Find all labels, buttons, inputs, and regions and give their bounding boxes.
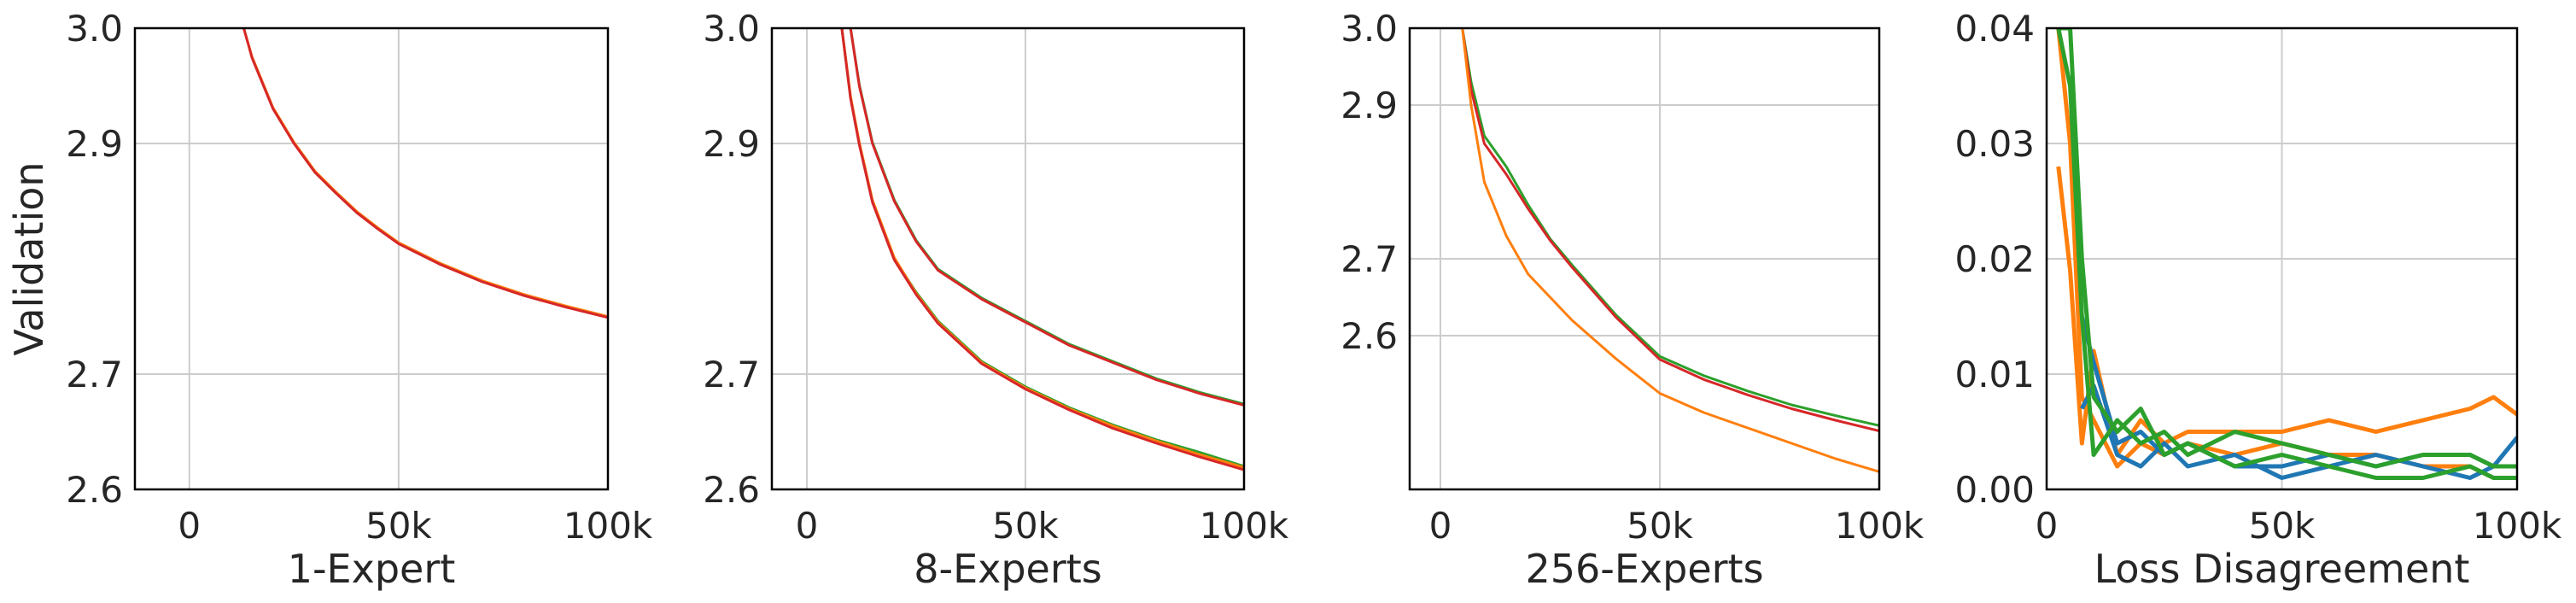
x-tick-label: 50k xyxy=(2249,505,2316,547)
series-line xyxy=(840,28,1244,469)
y-tick-label: 0.04 xyxy=(1954,8,2035,50)
y-tick-label: 2.9 xyxy=(1341,85,1398,126)
x-tick-label: 50k xyxy=(365,505,432,547)
series-line xyxy=(2058,28,2517,480)
series-line xyxy=(242,28,608,318)
x-tick-label: 0 xyxy=(2036,505,2059,547)
plot-frame xyxy=(770,26,1246,491)
series-line xyxy=(849,28,1244,406)
x-axis-label: 8-Experts xyxy=(914,546,1102,592)
series-line xyxy=(2079,315,2517,469)
series-line xyxy=(242,28,608,319)
y-tick-label: 3.0 xyxy=(66,8,123,50)
plot-frame xyxy=(2045,26,2519,491)
series-line xyxy=(1461,28,1879,427)
y-tick-label: 0.02 xyxy=(1954,238,2035,280)
series-line xyxy=(2056,166,2517,457)
x-axis-label: 256-Experts xyxy=(1525,546,1763,592)
panel: 0 50k 100k 2.6 2.7 2.9 3.0 1-Expert Validation xyxy=(6,8,653,592)
panel: 0 50k 100k 2.6 2.7 2.9 3.0 256-Experts xyxy=(1341,8,1925,592)
y-tick-label: 2.9 xyxy=(703,123,760,165)
y-tick-label: 2.6 xyxy=(66,469,123,511)
y-axis-label: Validation xyxy=(6,161,52,355)
y-tick-label: 2.6 xyxy=(703,469,760,511)
panel: 0 50k 100k 2.6 2.7 2.9 3.0 8-Experts xyxy=(703,8,1289,592)
y-tick-label: 3.0 xyxy=(1341,8,1398,50)
x-tick-label: 100k xyxy=(1200,505,1289,547)
x-tick-label: 0 xyxy=(796,505,819,547)
x-tick-label: 0 xyxy=(1429,505,1452,547)
panel: 0 50k 100k 0.00 0.01 0.02 0.03 0.04 Loss Disagre… xyxy=(1954,8,2561,592)
y-tick-label: 0.01 xyxy=(1954,354,2035,395)
y-tick-label: 3.0 xyxy=(703,8,760,50)
plot-frame xyxy=(1408,26,1881,491)
series-line xyxy=(2080,383,2517,480)
plot-frame xyxy=(133,26,610,491)
series-line xyxy=(840,28,1244,468)
y-tick-label: 2.7 xyxy=(66,354,123,395)
x-tick-label: 100k xyxy=(564,505,653,547)
x-tick-label: 100k xyxy=(1835,505,1925,547)
series-line xyxy=(840,28,1244,471)
x-tick-label: 50k xyxy=(992,505,1059,547)
x-axis-label: 1-Expert xyxy=(288,546,456,592)
x-tick-label: 50k xyxy=(1627,505,1693,547)
y-tick-label: 0.00 xyxy=(1954,469,2035,511)
series-line xyxy=(2056,28,2517,469)
x-tick-label: 100k xyxy=(2473,505,2562,547)
y-tick-label: 2.7 xyxy=(703,354,760,395)
x-axis-label: Loss Disagreement xyxy=(2094,546,2470,592)
series-line xyxy=(1461,28,1879,433)
series-line xyxy=(1461,28,1879,473)
series-line xyxy=(849,28,1244,407)
y-tick-label: 2.9 xyxy=(66,123,123,165)
y-tick-label: 2.7 xyxy=(1341,238,1398,280)
y-tick-label: 0.03 xyxy=(1954,123,2035,165)
y-tick-label: 2.6 xyxy=(1341,315,1398,357)
x-tick-label: 0 xyxy=(178,505,201,547)
series-line xyxy=(2056,28,2517,480)
